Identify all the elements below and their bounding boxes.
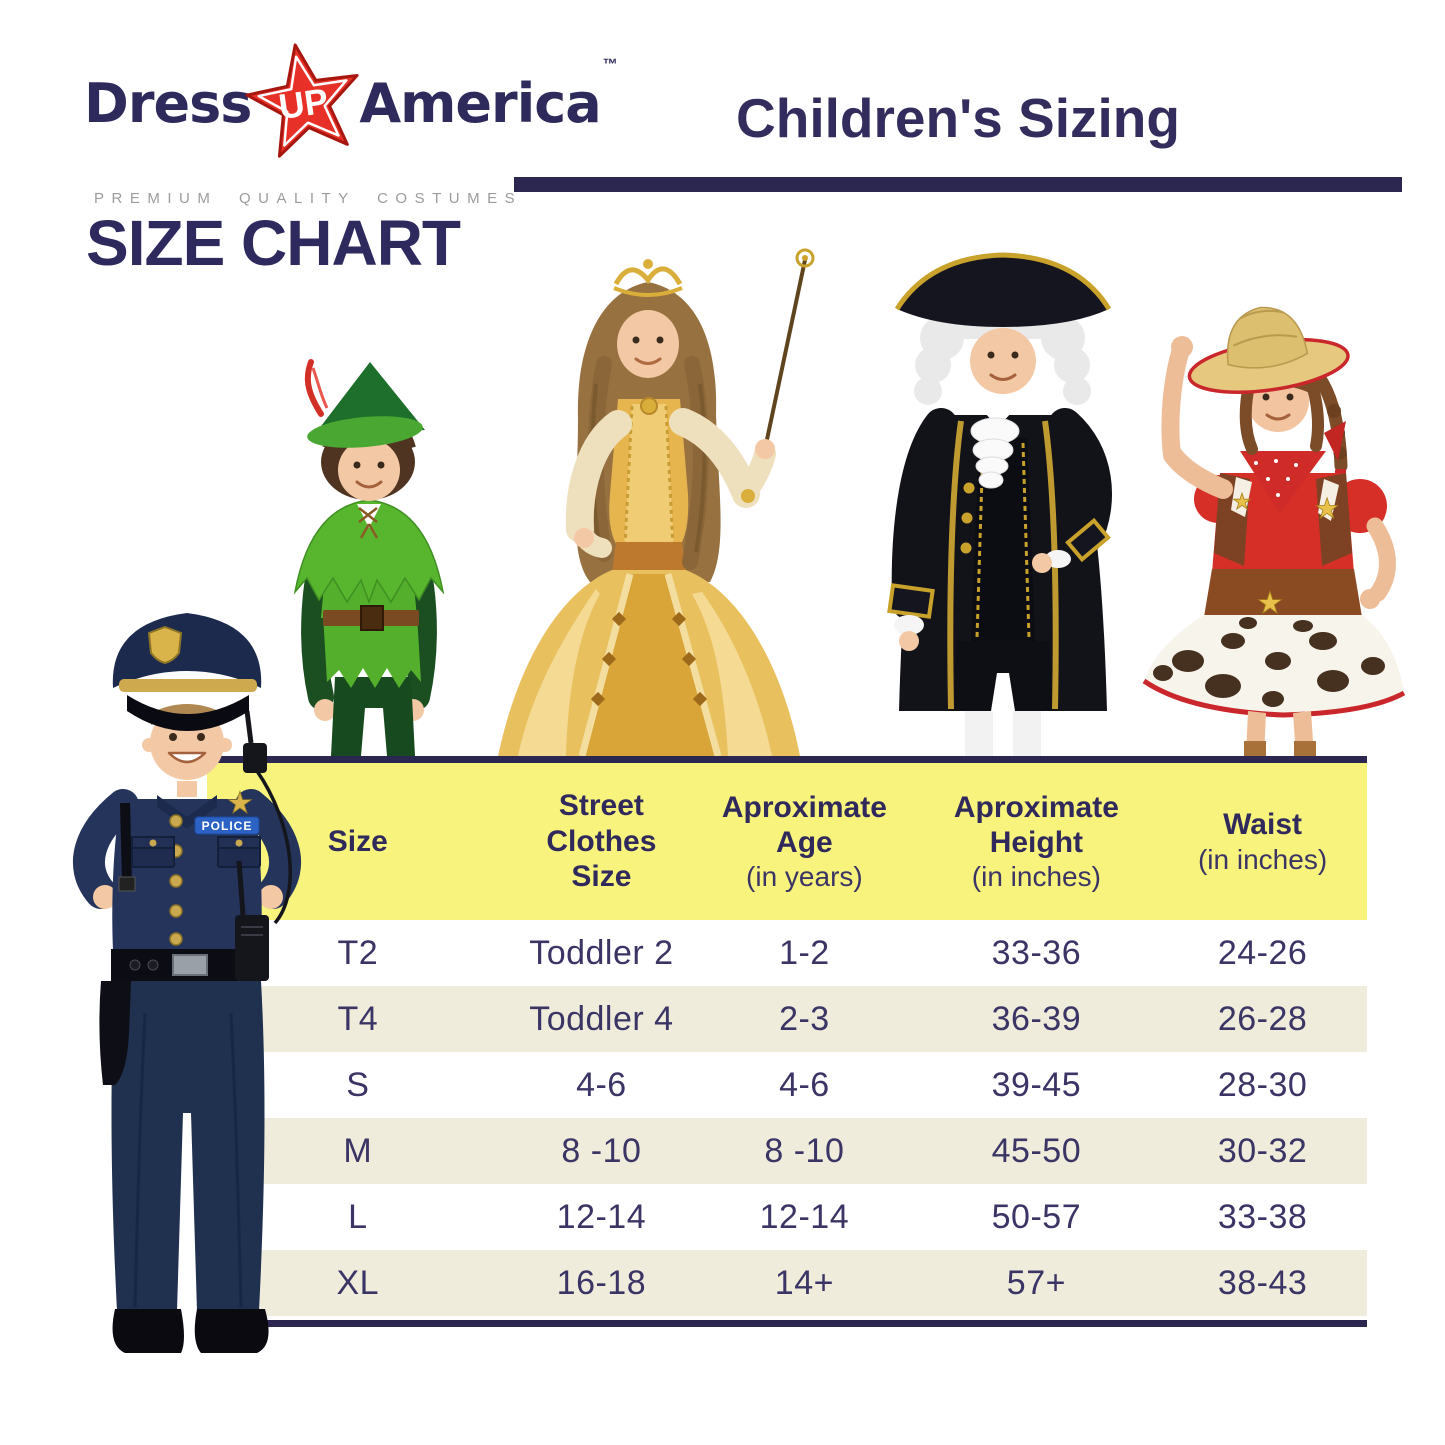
table-cell: 1-2 xyxy=(779,933,830,972)
col-header-approximate-age: Aproximate Age (in years) xyxy=(721,790,887,893)
table-cell: T2 xyxy=(337,933,379,972)
table-bottom-gap xyxy=(207,1316,1367,1320)
cowgirl-costume-photo: ★ ★ ★ xyxy=(1142,306,1406,756)
table-cell: 8 -10 xyxy=(561,1131,642,1170)
svg-text:★: ★ xyxy=(227,787,254,820)
logo-tagline: PREMIUM QUALITY COSTUMES xyxy=(94,190,523,207)
logo-trademark: ™ xyxy=(602,56,618,73)
table-bottom-border xyxy=(207,1320,1367,1327)
col-header-approximate-height: Aproximate Height (in inches) xyxy=(953,790,1119,893)
svg-text:★: ★ xyxy=(1232,489,1252,514)
table-row-xl: XL 16-18 14+ 57+ 38-43 xyxy=(207,1250,1367,1316)
table-cell: 45-50 xyxy=(991,1131,1082,1170)
princess-costume-photo xyxy=(498,248,815,756)
table-cell: 57+ xyxy=(1006,1263,1066,1302)
page-title: Children's Sizing xyxy=(736,87,1180,149)
table-cell: 50-57 xyxy=(991,1197,1082,1236)
table-row-t4: T4 Toddler 4 2-3 36-39 26-28 xyxy=(207,986,1367,1052)
logo-word-dress: Dress xyxy=(84,71,252,135)
table-cell: 12-14 xyxy=(759,1197,850,1236)
table-cell: 2-3 xyxy=(779,999,830,1038)
table-cell: 38-43 xyxy=(1217,1263,1308,1302)
table-cell: 36-39 xyxy=(991,999,1082,1038)
police-patch-label: POLICE xyxy=(202,819,253,833)
size-table: Size Street Clothes Size Aproximate Age … xyxy=(207,756,1367,1327)
logo-star-icon: UP xyxy=(245,43,360,158)
col-header-street-clothes-size: Street Clothes Size xyxy=(546,789,657,894)
police-officer-costume-photo: ★ POLICE xyxy=(72,613,302,1353)
peter-pan-costume-photo xyxy=(293,359,445,756)
table-cell: 26-28 xyxy=(1217,999,1308,1038)
table-cell: S xyxy=(346,1065,370,1104)
table-row-m: M 8 -10 8 -10 45-50 30-32 xyxy=(207,1118,1367,1184)
table-cell: 8 -10 xyxy=(764,1131,845,1170)
svg-text:★: ★ xyxy=(1314,493,1339,524)
col-header-waist: Waist (in inches) xyxy=(1197,808,1328,875)
table-cell: 33-36 xyxy=(991,933,1082,972)
table-cell: 14+ xyxy=(774,1263,834,1302)
table-header-row: Size Street Clothes Size Aproximate Age … xyxy=(207,763,1367,920)
table-cell: Toddler 4 xyxy=(529,999,674,1038)
table-row-l: L 12-14 12-14 50-57 33-38 xyxy=(207,1184,1367,1250)
table-cell: 4-6 xyxy=(576,1065,627,1104)
table-cell: 33-38 xyxy=(1217,1197,1308,1236)
size-chart-heading: SIZE CHART xyxy=(86,207,461,279)
table-cell: T4 xyxy=(337,999,379,1038)
col-header-size: Size xyxy=(327,824,388,858)
colonial-soldier-costume-photo xyxy=(887,252,1112,756)
table-cell: Toddler 2 xyxy=(529,933,674,972)
table-cell: 30-32 xyxy=(1217,1131,1308,1170)
table-cell: XL xyxy=(336,1263,380,1302)
table-cell: 4-6 xyxy=(779,1065,830,1104)
brand-logo: Dress UP America ™ xyxy=(84,28,618,178)
svg-text:★: ★ xyxy=(1257,587,1284,620)
table-row-t2: T2 Toddler 2 1-2 33-36 24-26 xyxy=(207,920,1367,986)
table-top-border xyxy=(207,756,1367,763)
table-cell: 28-30 xyxy=(1217,1065,1308,1104)
title-underline xyxy=(514,177,1402,192)
table-cell: L xyxy=(348,1197,368,1236)
table-cell: 12-14 xyxy=(556,1197,647,1236)
logo-star-up-text: UP xyxy=(277,81,331,127)
table-cell: 16-18 xyxy=(556,1263,647,1302)
table-cell: 39-45 xyxy=(991,1065,1082,1104)
table-row-s: S 4-6 4-6 39-45 28-30 xyxy=(207,1052,1367,1118)
table-cell: 24-26 xyxy=(1217,933,1308,972)
table-cell: M xyxy=(343,1131,373,1170)
logo-word-america: America xyxy=(359,71,601,135)
